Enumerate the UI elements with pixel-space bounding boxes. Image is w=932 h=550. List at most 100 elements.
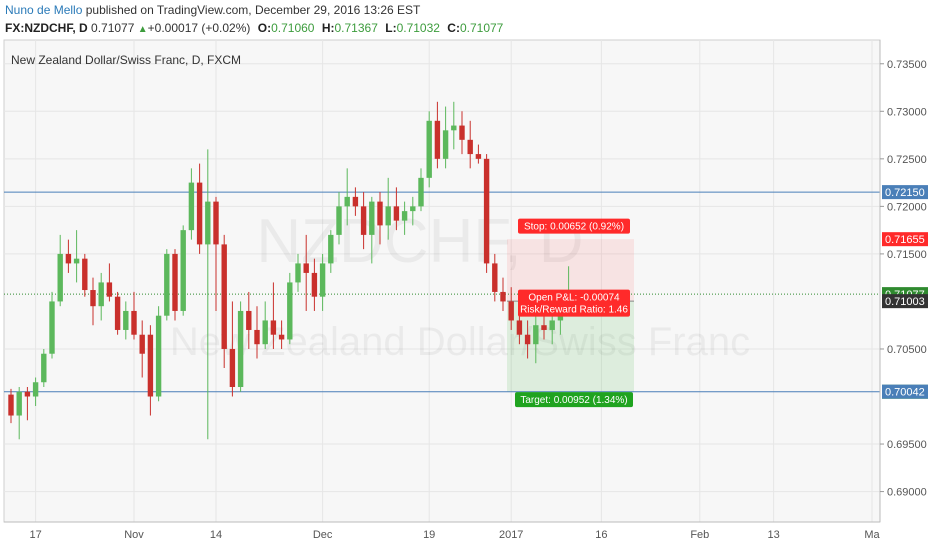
plot-area xyxy=(3,39,881,523)
candle-body xyxy=(483,158,490,264)
candle-body xyxy=(524,334,531,345)
candle-body xyxy=(328,234,334,264)
candle-body xyxy=(73,258,80,264)
candle-body xyxy=(385,206,391,226)
last-price: 0.71077 xyxy=(91,21,135,35)
y-tick-label: 0.69000 xyxy=(887,487,927,499)
candle-body xyxy=(213,201,219,245)
candle-body xyxy=(229,348,236,388)
candle-body xyxy=(205,201,211,245)
candle-body xyxy=(360,206,367,235)
candle-body xyxy=(426,120,432,178)
published-text: published on TradingView.com, December 2… xyxy=(82,3,421,17)
candle-body xyxy=(459,125,465,140)
candle-body xyxy=(188,182,195,231)
x-tick-label: 17 xyxy=(29,529,41,541)
candle-body xyxy=(65,253,72,264)
candle-body xyxy=(377,201,383,226)
candle-body xyxy=(131,310,137,335)
candle-body xyxy=(180,230,186,311)
candle-body xyxy=(221,244,227,349)
candle-body xyxy=(475,154,482,159)
candle-body xyxy=(8,394,14,416)
candle-body xyxy=(196,182,203,245)
candle-body xyxy=(295,263,301,283)
x-tick-label: 16 xyxy=(595,529,607,541)
candle-body xyxy=(500,291,506,302)
open-value: 0.71060 xyxy=(271,21,315,35)
target-price-tag-text: 0.70042 xyxy=(885,387,925,399)
candle-body xyxy=(492,263,498,292)
candle-body xyxy=(49,301,55,354)
candle-body xyxy=(254,329,260,345)
target-label-text: Target: 0.00952 (1.34%) xyxy=(520,395,627,406)
high-value: 0.71367 xyxy=(334,21,378,35)
candle-body xyxy=(278,334,285,340)
candle-body xyxy=(344,196,350,207)
x-tick-label: 13 xyxy=(767,529,779,541)
candle-body xyxy=(123,310,129,330)
candle-body xyxy=(147,334,154,397)
y-tick-label: 0.73500 xyxy=(887,59,927,71)
candle-body xyxy=(508,301,514,321)
stop-label-box xyxy=(518,218,630,234)
candle-body xyxy=(90,290,96,307)
y-tick-label: 0.69500 xyxy=(887,439,927,451)
candle-body xyxy=(164,253,170,316)
pnl-label-text: Risk/Reward Ratio: 1.46 xyxy=(520,305,628,316)
candle-body xyxy=(303,263,309,273)
entry-price-tag-text: 0.71003 xyxy=(885,296,925,308)
candle-body xyxy=(57,253,63,302)
stop-price-tag-text: 0.71655 xyxy=(885,234,925,246)
publisher-line: Nuno de Mello published on TradingView.c… xyxy=(5,3,420,17)
candle-body xyxy=(410,206,416,212)
candle-body xyxy=(319,263,326,297)
candle-body xyxy=(246,310,252,330)
y-tick-label: 0.71500 xyxy=(887,249,927,261)
x-tick-label: 19 xyxy=(423,529,435,541)
target-price-tag xyxy=(882,384,928,399)
candle-body xyxy=(442,130,449,159)
pnl-label-box xyxy=(518,289,630,317)
pnl-label-text: Open P&L: -0.00074 xyxy=(528,293,620,304)
candle-body xyxy=(533,325,539,345)
symbol-label[interactable]: FX:NZDCHF, D xyxy=(5,21,88,35)
candle-body xyxy=(139,334,145,354)
y-tick-label: 0.70500 xyxy=(887,344,927,356)
entry-price-tag xyxy=(882,294,928,309)
candle-body xyxy=(41,353,47,383)
close-value: 0.71077 xyxy=(459,21,504,35)
candle-body xyxy=(32,382,39,397)
x-tick-label: Nov xyxy=(124,529,144,541)
candle-body xyxy=(24,391,31,397)
candle-body xyxy=(336,206,342,235)
candle-body xyxy=(401,211,408,221)
stop-label-text: Stop: 0.00652 (0.92%) xyxy=(524,222,624,233)
resistance-price-tag xyxy=(882,185,928,200)
low-value: 0.71032 xyxy=(396,21,440,35)
open-key: O: xyxy=(257,21,272,35)
y-tick-label: 0.72000 xyxy=(887,201,927,213)
candle-body xyxy=(262,320,268,345)
candle-body xyxy=(516,320,523,335)
ohlc-legend: FX:NZDCHF, D 0.71077 ▲+0.00017 (+0.02%) … xyxy=(5,21,503,35)
change-value: +0.00017 (+0.02%) xyxy=(147,21,251,35)
candle-body xyxy=(393,206,400,221)
x-tick-label: Dec xyxy=(313,529,333,541)
candle-body xyxy=(541,325,547,330)
author-link[interactable]: Nuno de Mello xyxy=(5,3,83,17)
chart-title: New Zealand Dollar/Swiss Franc, D, FXCM xyxy=(11,53,241,67)
candle-body xyxy=(172,253,178,311)
up-arrow-icon: ▲ xyxy=(137,24,148,35)
candle-body xyxy=(237,310,244,388)
candle-body xyxy=(98,282,104,307)
x-tick-label: Feb xyxy=(690,529,709,541)
low-key: L: xyxy=(385,21,397,35)
candle-body xyxy=(114,296,121,330)
candle-body xyxy=(106,282,113,297)
x-tick-label: 14 xyxy=(210,529,222,541)
close-key: C: xyxy=(447,21,460,35)
x-tick-label: 2017 xyxy=(499,529,523,541)
candle-body xyxy=(270,320,277,335)
